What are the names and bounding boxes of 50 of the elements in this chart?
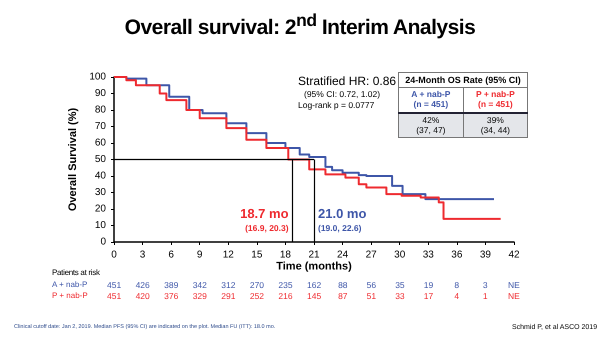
annotation: (19.0, 22.6)	[318, 223, 362, 233]
annotation: (n = 451)	[478, 99, 513, 110]
annotation: (34, 44)	[480, 124, 510, 135]
x-tick-label: 21	[308, 250, 320, 260]
y-tick-label: 80	[94, 104, 106, 116]
text: 451 426 389 342 312 270 235 162 88 56 35 19 8 3 NE	[107, 280, 520, 290]
x-tick-label: 42	[508, 250, 520, 260]
annotation: 21.0 mo	[318, 206, 366, 221]
annotation: Stratified HR: 0.86	[298, 74, 396, 88]
text: Patients at risk	[52, 268, 100, 277]
x-tick-label: 30	[394, 250, 406, 260]
annotation: (16.9, 20.3)	[245, 223, 289, 233]
x-axis-title: Time (months)	[276, 260, 352, 272]
text: 451 420 376 329 291 252 216 145 87 51 33 17 4 1 NE	[107, 291, 520, 301]
x-tick-label: 9	[196, 250, 203, 260]
y-tick-label: 50	[94, 154, 106, 165]
x-tick-label: 3	[140, 250, 146, 260]
text: A + nab-P	[52, 280, 88, 289]
text: A + nab-P	[411, 89, 450, 100]
y-tick-label: 40	[94, 170, 106, 182]
annotation: (37, 47)	[416, 124, 446, 135]
y-tick-label: 10	[94, 220, 106, 231]
chart-title: Overall survival: 2$^{nd}$ Interim Analysis	[124, 10, 476, 40]
annotation: (n = 451)	[413, 99, 448, 110]
annotation: (95% CI: 0.72, 1.02)	[304, 89, 380, 99]
y-tick-label: 30	[94, 187, 106, 198]
y-tick-label: 60	[94, 138, 106, 148]
y-axis-title: Overall Survival (%)	[66, 108, 79, 212]
annotation: Log-rank p = 0.0777	[298, 100, 374, 110]
x-tick-label: 0	[111, 250, 118, 260]
x-tick-label: 6	[168, 250, 174, 260]
text: P + nab-P	[52, 291, 88, 300]
x-tick-label: 33	[422, 250, 434, 260]
x-tick-label: 24	[337, 250, 349, 260]
y-tick-label: 90	[94, 88, 106, 99]
x-tick-label: 27	[366, 250, 378, 260]
y-tick-label: 20	[94, 204, 106, 214]
annotation: 24-Month OS Rate (95% CI)	[398, 72, 528, 88]
x-tick-label: 39	[480, 250, 492, 260]
x-tick-label: 12	[222, 250, 234, 260]
x-tick-label: 36	[451, 250, 463, 260]
text: P + nab-P	[476, 89, 515, 100]
y-tick-label: 0	[100, 236, 106, 248]
x-tick-label: 18	[280, 250, 292, 260]
x-tick-label: 15	[251, 250, 263, 260]
y-tick-label: 70	[94, 121, 106, 132]
annotation: 42%	[422, 114, 440, 125]
annotation: 39%	[486, 114, 504, 125]
annotation: 18.7 mo	[240, 206, 289, 221]
y-tick-label: 100	[89, 72, 106, 82]
